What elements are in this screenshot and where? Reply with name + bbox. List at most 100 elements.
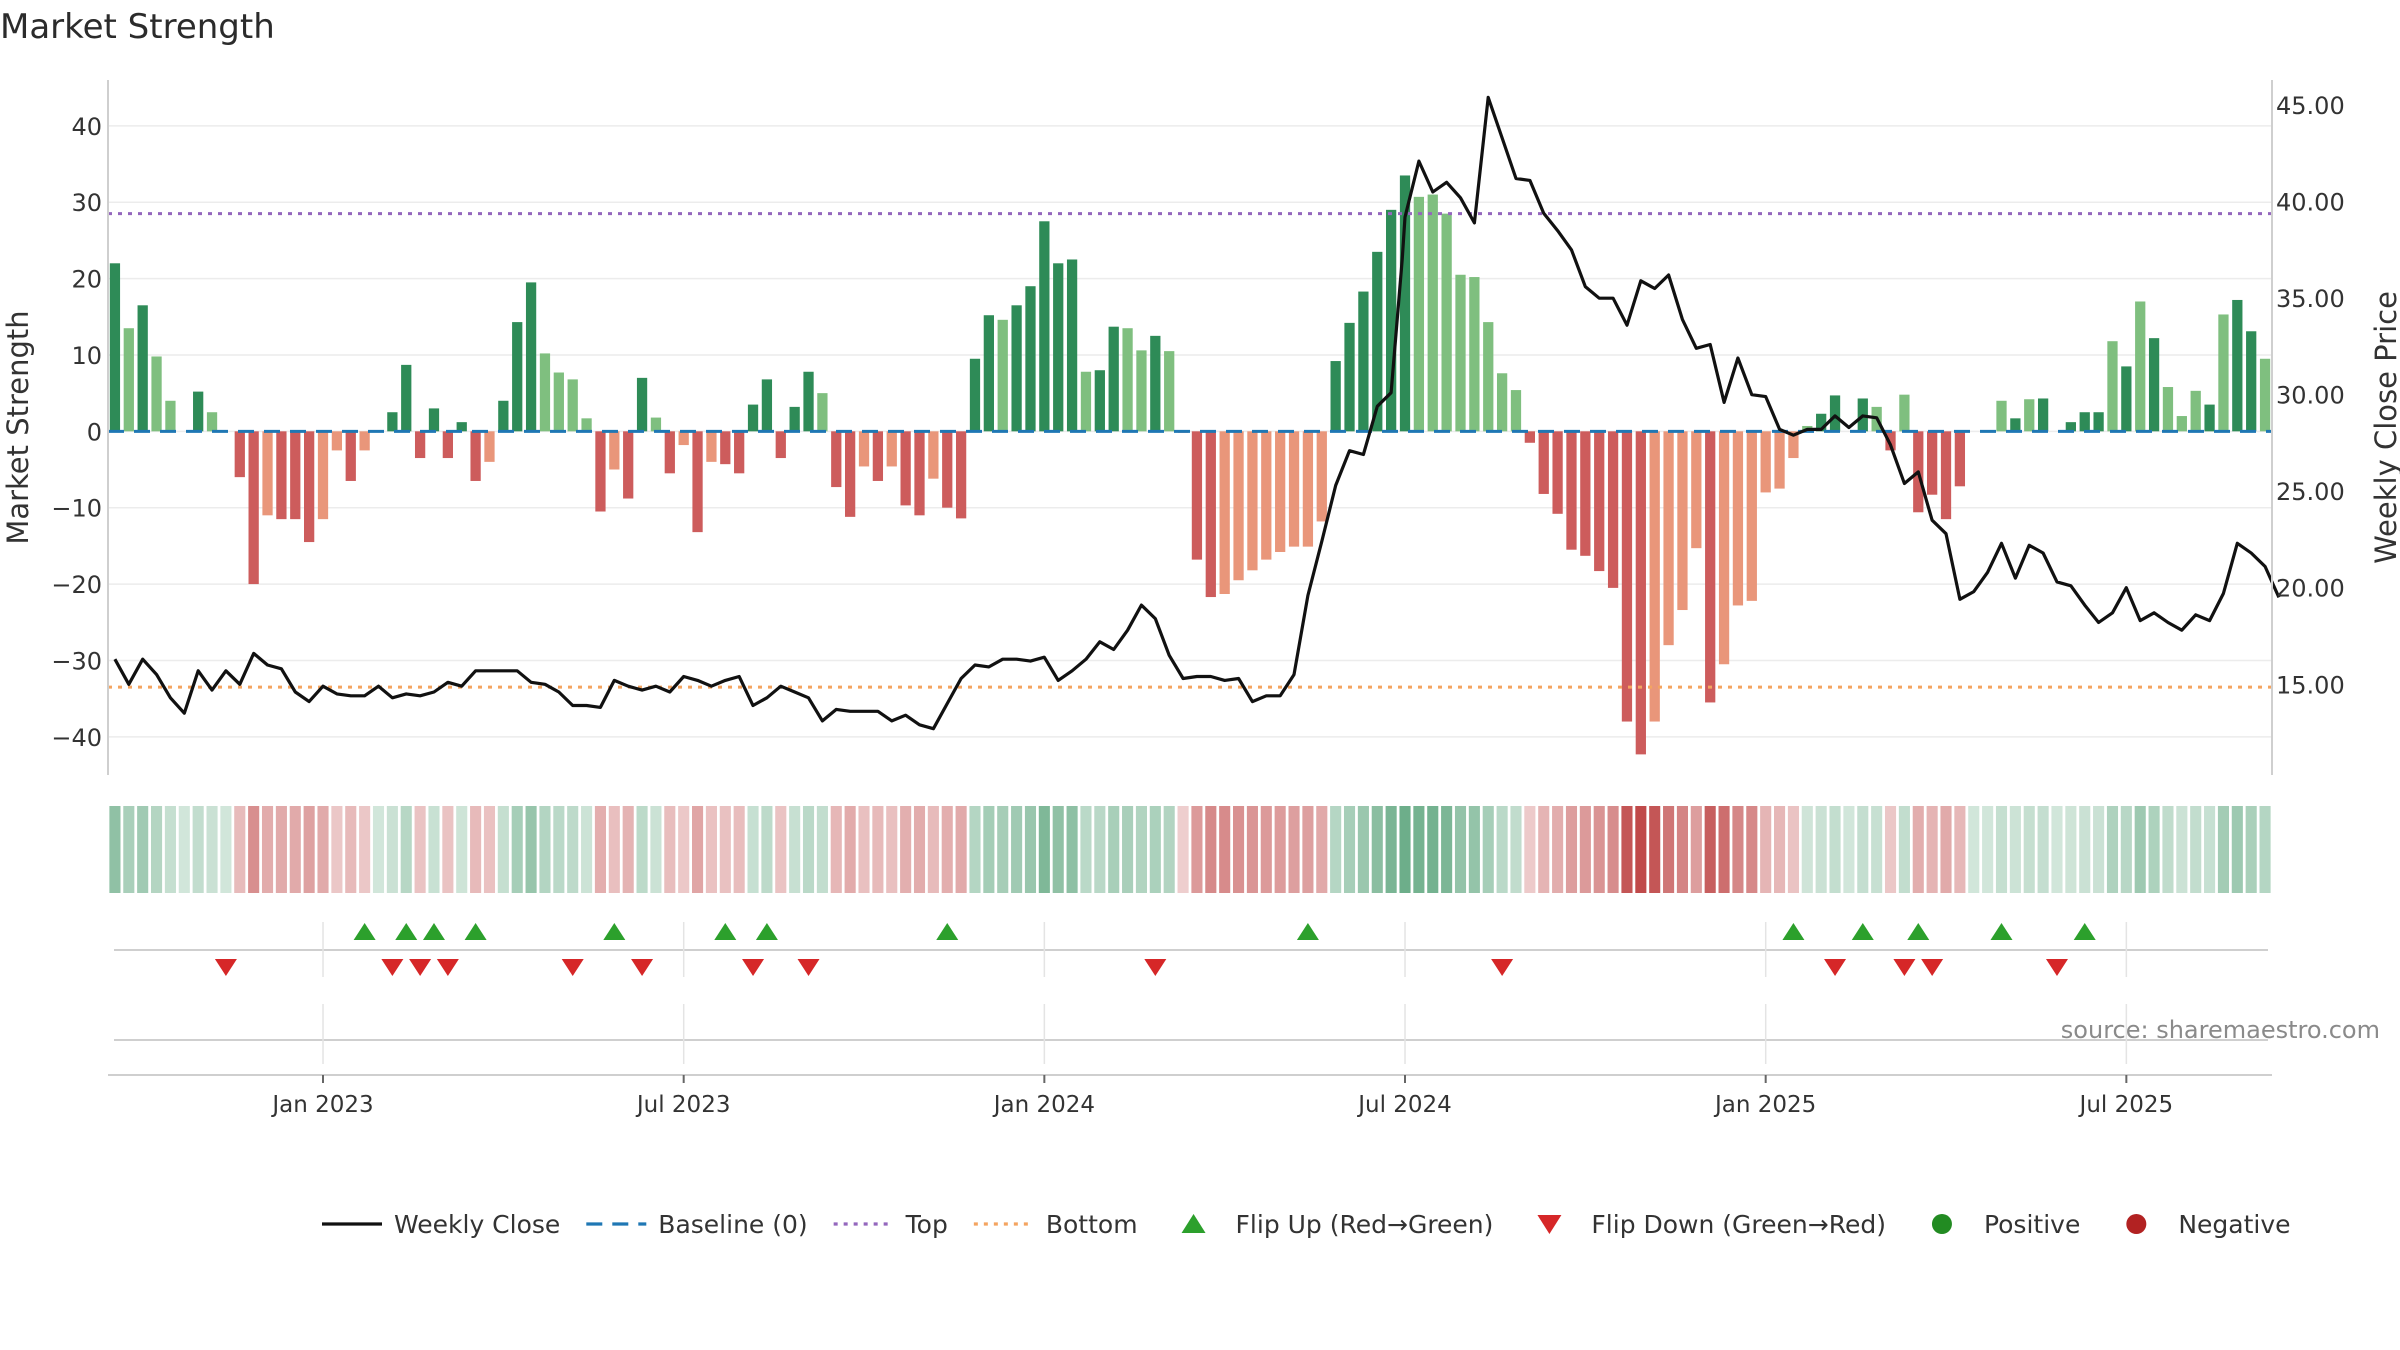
- y2-tick-label: 40.00: [2276, 189, 2345, 217]
- legend-item: Positive: [1931, 1210, 2080, 1239]
- source-note: source: sharemaestro.com: [2061, 1016, 2380, 1044]
- y-tick-label: 20: [71, 266, 102, 294]
- strength-bar: [1788, 431, 1799, 459]
- strength-bar: [290, 431, 301, 520]
- y-tick-label: −20: [51, 571, 102, 599]
- strength-bar: [1150, 335, 1161, 432]
- strength-bar: [276, 431, 287, 520]
- heat-cell: [1135, 806, 1147, 893]
- strength-bar: [914, 431, 925, 516]
- strength-bar: [2218, 314, 2229, 432]
- legend-swatch: [1181, 1214, 1206, 1233]
- strength-bar: [900, 431, 911, 506]
- flip-down-marker: [2045, 959, 2068, 976]
- heat-cell: [206, 806, 218, 893]
- heat-cell: [622, 806, 634, 893]
- flip-down-marker: [436, 959, 459, 976]
- flip-up-marker: [353, 923, 376, 940]
- flip-down-marker: [631, 959, 654, 976]
- heat-cell: [1454, 806, 1467, 893]
- strength-bar: [928, 431, 939, 479]
- strength-bar: [414, 431, 426, 459]
- strength-bar: [1205, 431, 1216, 598]
- strength-bar: [775, 431, 786, 459]
- y-tick-label: 40: [71, 113, 102, 141]
- strength-bar: [623, 431, 634, 499]
- heat-cell: [1912, 806, 1924, 893]
- legend-label: Bottom: [1046, 1210, 1138, 1239]
- weekly-close-series: [113, 95, 2281, 731]
- heat-cell: [2162, 806, 2174, 893]
- heat-cell: [539, 806, 551, 893]
- heat-cell: [1815, 806, 1827, 893]
- strength-bar: [1233, 431, 1244, 581]
- heat-cell: [1871, 806, 1883, 893]
- heat-cell: [705, 806, 717, 893]
- heat-cell: [1149, 806, 1161, 893]
- y2-tick-label: 45.00: [2276, 92, 2345, 120]
- heat-cell: [497, 806, 509, 893]
- heat-cell: [1774, 806, 1786, 893]
- heat-cell: [248, 806, 260, 893]
- strength-bar: [734, 431, 745, 474]
- y-tick-label: 10: [71, 342, 102, 370]
- heat-cell: [1746, 806, 1758, 893]
- strength-bar: [1483, 322, 1494, 432]
- heat-cell: [2190, 806, 2202, 893]
- strength-bar: [872, 431, 884, 481]
- strength-bar: [1094, 370, 1105, 432]
- flip-down-marker: [214, 959, 237, 976]
- heat-cell: [553, 806, 565, 893]
- heat-cell: [1607, 806, 1619, 893]
- heat-cell: [1399, 806, 1411, 893]
- strength-bar: [761, 379, 773, 432]
- heat-cell: [1191, 806, 1203, 893]
- flip-down-marker: [409, 959, 432, 976]
- heat-cell: [2106, 806, 2119, 893]
- strength-bar: [886, 431, 897, 467]
- heat-cell: [1510, 806, 1522, 893]
- strength-bar: [512, 322, 523, 432]
- heat-cell: [983, 806, 995, 893]
- heat-cell: [359, 806, 371, 893]
- heat-cell: [941, 806, 953, 893]
- strength-bar: [609, 431, 620, 470]
- heat-cell: [1482, 806, 1494, 893]
- legend: Weekly Close Baseline (0) Top Bottom Flip Up…: [322, 1210, 2291, 1239]
- strength-bar: [345, 431, 356, 481]
- strength-bar: [1677, 431, 1688, 611]
- strength-bar: [2024, 399, 2035, 432]
- strength-bar: [193, 391, 204, 432]
- heat-cell: [2037, 806, 2049, 893]
- heat-cell: [275, 806, 287, 893]
- legend-label: Baseline (0): [658, 1210, 807, 1239]
- heat-cell: [1940, 806, 1952, 893]
- strength-bar: [1705, 431, 1716, 703]
- heat-cell: [442, 806, 454, 893]
- x-tick-label: Jan 2023: [270, 1092, 373, 1118]
- strength-bar: [1136, 350, 1147, 432]
- heat-cell: [137, 806, 149, 893]
- strength-bar: [1330, 361, 1341, 432]
- strength-bar: [2190, 390, 2201, 432]
- strength-bar: [1066, 259, 1078, 432]
- heat-cell: [317, 806, 329, 893]
- heat-cell: [1579, 806, 1591, 893]
- strength-bar: [1275, 431, 1286, 552]
- heat-cell: [678, 806, 690, 893]
- flip-down-marker: [561, 959, 584, 976]
- chart-title: Market Strength: [0, 7, 275, 47]
- heat-cell: [1260, 806, 1272, 893]
- heat-cell: [178, 806, 190, 893]
- strength-bar: [1816, 413, 1827, 432]
- strength-bar: [1302, 431, 1314, 547]
- strength-bar: [858, 431, 870, 467]
- heat-cell: [2079, 806, 2091, 893]
- heat-cell: [1011, 806, 1023, 893]
- strength-bar: [2079, 412, 2090, 432]
- heat-cell: [927, 806, 939, 893]
- heat-cell: [1635, 806, 1647, 893]
- heat-cell: [2259, 806, 2271, 893]
- strength-bar: [1510, 390, 1522, 432]
- heat-cell: [802, 806, 815, 893]
